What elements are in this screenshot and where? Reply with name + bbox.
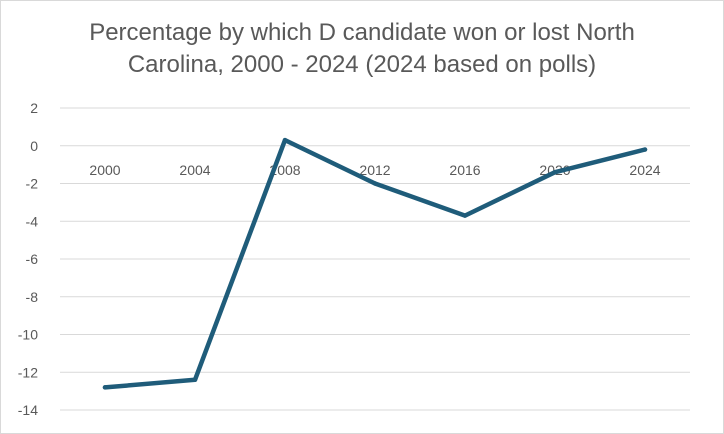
data-point xyxy=(102,385,108,390)
y-tick-label: -14 xyxy=(18,402,38,418)
series-layer xyxy=(102,137,648,390)
x-tick-label: 2004 xyxy=(179,162,210,178)
data-point xyxy=(462,213,468,218)
y-tick-label: 2 xyxy=(30,100,38,116)
x-tick-label: 2024 xyxy=(629,162,660,178)
x-axis-ticks: 2000 2004 2008 2012 2016 2020 2024 xyxy=(89,162,660,178)
y-tick-label: -2 xyxy=(26,176,39,192)
chart-title-line-1: Percentage by which D candidate won or l… xyxy=(89,19,635,46)
data-point xyxy=(192,377,198,382)
gridlines xyxy=(60,107,690,411)
data-point xyxy=(372,181,378,186)
data-point xyxy=(642,147,648,152)
y-tick-label: 0 xyxy=(30,138,38,154)
y-axis-ticks: 2 0 -2 -4 -6 -8 -10 -12 -14 xyxy=(18,100,38,418)
data-point xyxy=(282,137,288,143)
y-tick-label: -4 xyxy=(26,213,39,229)
y-tick-label: -10 xyxy=(18,327,38,343)
chart-title-line-2: Carolina, 2000 - 2024 (2024 based on pol… xyxy=(127,51,597,78)
x-tick-label: 2012 xyxy=(359,162,390,178)
y-tick-label: -6 xyxy=(26,251,39,267)
x-tick-label: 2000 xyxy=(89,162,120,178)
chart-title: Percentage by which D candidate won or l… xyxy=(0,17,724,81)
data-point xyxy=(552,169,558,175)
y-tick-label: -12 xyxy=(18,364,38,380)
x-tick-label: 2016 xyxy=(449,162,480,178)
y-tick-label: -8 xyxy=(26,289,39,305)
